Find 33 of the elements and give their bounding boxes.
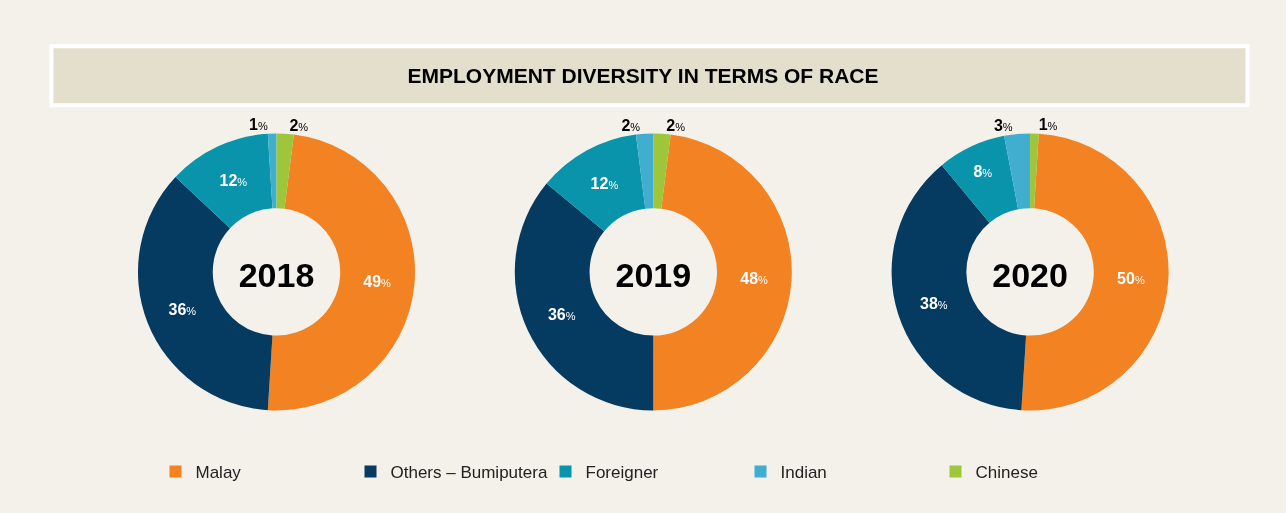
data-label: 12% [590, 174, 619, 192]
text: 2019 [615, 255, 692, 294]
text: 2020 [992, 255, 1068, 294]
legend-label: Others – Bumiputera [390, 463, 548, 483]
data-label: 3% [993, 117, 1013, 135]
donut-slice [653, 133, 671, 209]
donut-slice [1030, 133, 1039, 209]
data-label: 50% [1117, 269, 1145, 287]
data-label: 12% [219, 171, 248, 189]
text: 2018 [238, 255, 315, 294]
data-label: 49% [363, 272, 392, 290]
donut-slice [175, 133, 273, 229]
legend-label: Malay [195, 463, 242, 483]
legend-label: Indian [780, 463, 827, 483]
donut-slice [635, 133, 654, 209]
data-label: 8% [973, 163, 993, 181]
donut-slice [276, 133, 294, 209]
data-label: 2% [289, 116, 309, 134]
legend-label: Foreigner [585, 463, 659, 483]
text: EMPLOYMENT DIVERSITY IN TERMS OF RACE [407, 64, 879, 88]
data-label: 36% [547, 306, 576, 324]
data-label: 2% [621, 116, 641, 134]
data-label: 1% [248, 116, 268, 134]
data-label: 1% [1038, 116, 1058, 134]
data-label: 2% [666, 116, 686, 134]
donut-slice [267, 133, 277, 209]
donut-slice [941, 135, 1019, 223]
data-label: 38% [920, 294, 948, 312]
data-label: 48% [740, 269, 769, 287]
donut-slice [546, 134, 646, 232]
legend-label: Chinese [975, 463, 1038, 483]
donut-slice [1004, 133, 1031, 210]
data-label: 36% [168, 300, 197, 318]
